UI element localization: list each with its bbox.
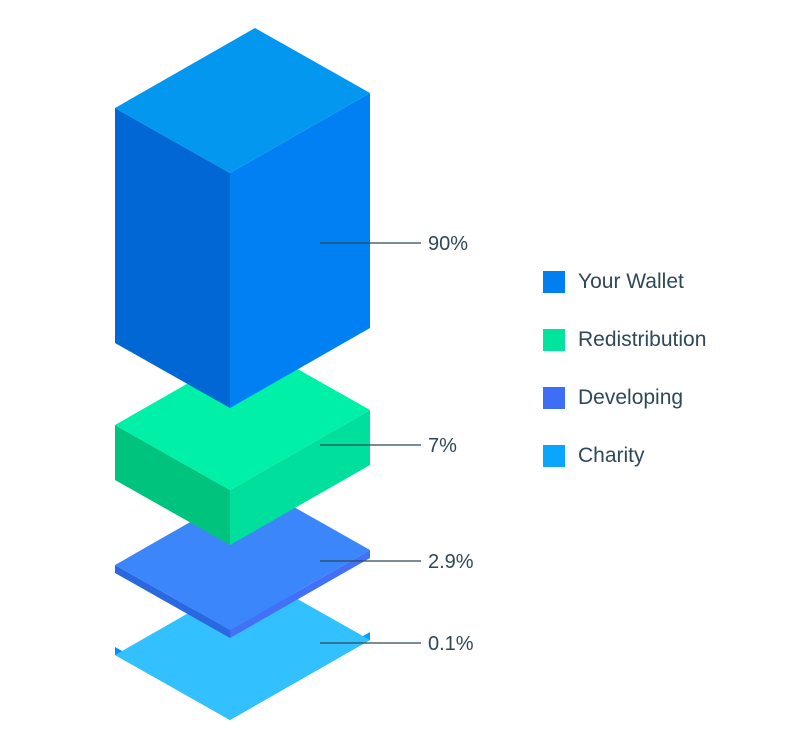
legend-swatch-redistribution [543, 329, 565, 351]
legend-label-developing: Developing [578, 386, 684, 409]
legend-label-charity: Charity [578, 444, 645, 467]
block-left-face-your-wallet [115, 108, 230, 408]
block-your-wallet [115, 28, 370, 408]
value-label-developing: 2.9% [428, 551, 474, 573]
legend-item-your-wallet: Your Wallet [543, 268, 706, 296]
block-redistribution [115, 345, 370, 545]
legend-swatch-developing [543, 387, 565, 409]
value-label-redistribution: 7% [428, 435, 457, 457]
legend-item-charity: Charity [543, 442, 706, 470]
block-charity [115, 575, 370, 720]
chart-legend: Your Wallet Redistribution Developing Chari… [543, 268, 706, 500]
legend-label-redistribution: Redistribution [578, 328, 707, 351]
block-top-face-charity [115, 575, 370, 720]
block-right-face-developing [230, 550, 370, 638]
block-top-face-your-wallet [115, 28, 370, 173]
legend-swatch-your-wallet [543, 271, 565, 293]
value-label-charity: 0.1% [428, 633, 474, 655]
block-right-face-redistribution [230, 410, 370, 545]
legend-label-your-wallet: Your Wallet [578, 270, 684, 293]
block-top-face-redistribution [115, 345, 370, 490]
block-developing [115, 485, 370, 638]
block-left-face-redistribution [115, 425, 230, 545]
legend-swatch-charity [543, 445, 565, 467]
legend-item-redistribution: Redistribution [543, 326, 706, 354]
block-left-face-developing [115, 565, 230, 638]
legend-item-developing: Developing [543, 384, 706, 412]
value-label-your-wallet: 90% [428, 233, 468, 255]
block-right-face-your-wallet [230, 93, 370, 408]
block-top-face-developing [115, 485, 370, 630]
